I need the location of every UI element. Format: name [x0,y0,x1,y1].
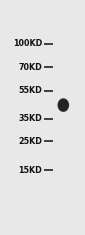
Ellipse shape [59,100,68,111]
Ellipse shape [61,102,66,109]
Text: 70KD: 70KD [19,63,42,72]
Text: 25KD: 25KD [18,137,42,146]
Text: 15KD: 15KD [19,166,42,175]
Text: 35KD: 35KD [19,114,42,123]
Ellipse shape [59,100,67,110]
Ellipse shape [58,99,68,111]
Ellipse shape [61,102,66,108]
Ellipse shape [60,101,67,109]
Text: 100KD: 100KD [13,39,42,48]
Ellipse shape [61,102,65,108]
Ellipse shape [59,100,68,110]
Ellipse shape [58,99,69,111]
Ellipse shape [60,101,66,109]
Text: 55KD: 55KD [19,86,42,95]
